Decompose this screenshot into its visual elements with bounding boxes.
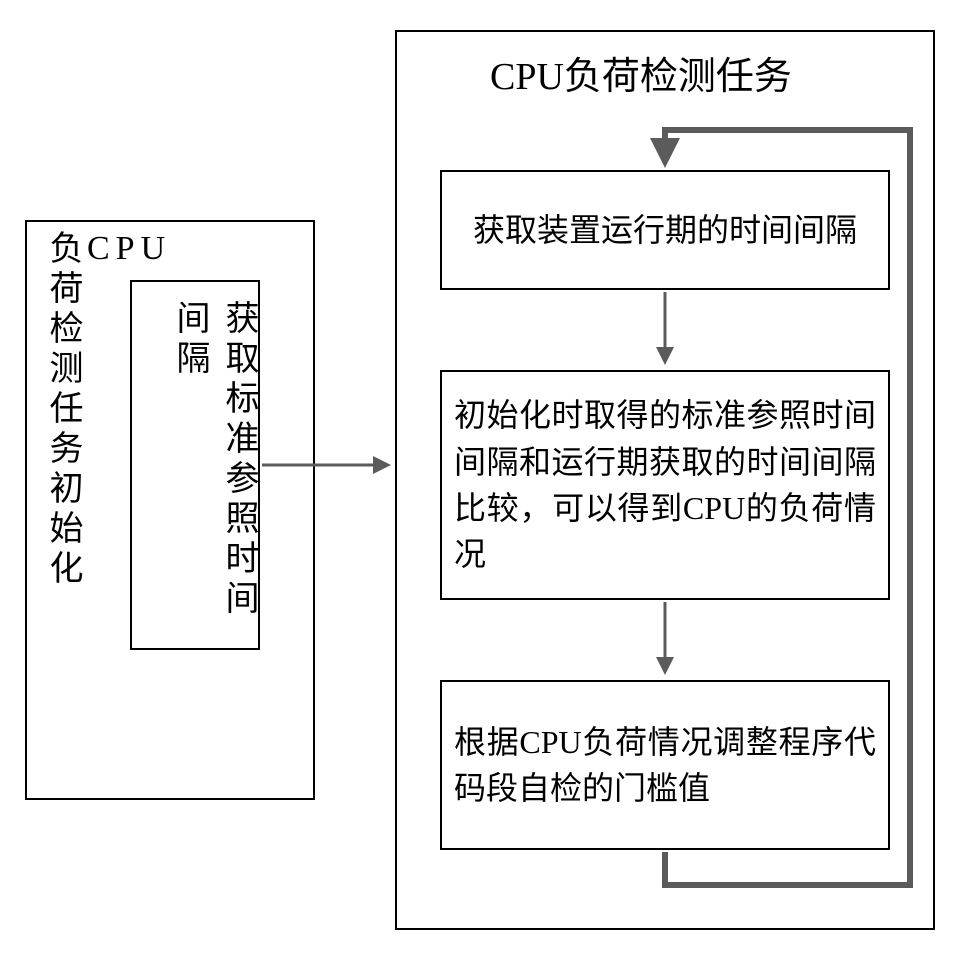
init-title-rest: 负荷检测任务初始化 — [44, 230, 81, 590]
step1-text: 获取装置运行期的时间间隔 — [473, 207, 857, 253]
init-title-latin: CPU — [87, 230, 171, 268]
step3-box: 根据CPU负荷情况调整程序代码段自检的门槛值 — [440, 680, 890, 850]
step2-text: 初始化时取得的标准参照时间间隔和运行期获取的时间间隔比较，可以得到CPU的负荷情… — [454, 392, 876, 578]
detection-container-title: CPU负荷检测任务 — [490, 45, 792, 100]
step1-box: 获取装置运行期的时间间隔 — [440, 170, 890, 290]
init-step-text: 获取标准参照时间间隔 — [165, 300, 263, 640]
step3-text: 根据CPU负荷情况调整程序代码段自检的门槛值 — [454, 719, 876, 812]
step2-box: 初始化时取得的标准参照时间间隔和运行期获取的时间间隔比较，可以得到CPU的负荷情… — [440, 370, 890, 600]
